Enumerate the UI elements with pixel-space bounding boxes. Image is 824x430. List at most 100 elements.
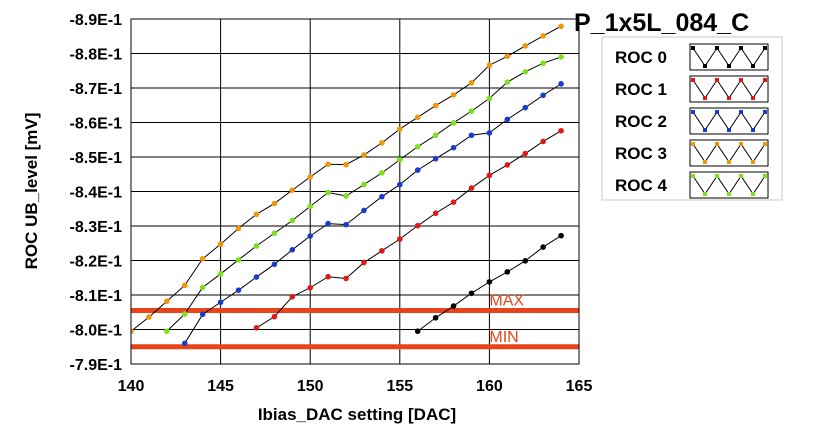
ref-label-max: MAX bbox=[489, 293, 524, 310]
y-tick-label: -8.0E-1 bbox=[70, 323, 123, 340]
data-point-roc-4 bbox=[217, 271, 224, 277]
data-point-roc-4 bbox=[271, 230, 278, 237]
legend-label-roc-2: ROC 2 bbox=[615, 112, 667, 131]
legend-marker-roc-1 bbox=[751, 96, 755, 100]
legend-marker-roc-2 bbox=[751, 128, 755, 132]
data-point-roc-3 bbox=[468, 80, 475, 86]
data-point-roc-3 bbox=[379, 140, 385, 146]
legend-marker-roc-4 bbox=[715, 174, 719, 178]
data-point-roc-2 bbox=[414, 167, 421, 173]
data-point-roc-0 bbox=[432, 314, 439, 321]
y-tick-label: -8.6E-1 bbox=[70, 116, 123, 133]
data-point-roc-4 bbox=[235, 257, 242, 263]
x-tick-label: 155 bbox=[386, 378, 413, 395]
legend-marker-roc-4 bbox=[751, 192, 755, 196]
legend-marker-roc-0 bbox=[715, 46, 719, 50]
data-point-roc-1 bbox=[271, 313, 278, 320]
legend-marker-roc-4 bbox=[727, 192, 731, 196]
data-point-roc-4 bbox=[199, 284, 206, 291]
legend-marker-roc-1 bbox=[691, 78, 695, 82]
legend-label-roc-4: ROC 4 bbox=[615, 176, 668, 195]
legend-label-roc-0: ROC 0 bbox=[615, 48, 667, 67]
data-point-roc-2 bbox=[432, 155, 439, 162]
data-point-roc-2 bbox=[504, 116, 511, 123]
data-point-roc-2 bbox=[558, 81, 564, 87]
data-point-roc-3 bbox=[181, 282, 188, 289]
chart-title: P_1x5L_084_C bbox=[574, 9, 749, 37]
data-point-roc-4 bbox=[397, 156, 403, 163]
data-point-roc-3 bbox=[504, 53, 511, 60]
data-point-roc-2 bbox=[253, 274, 260, 280]
data-point-roc-2 bbox=[325, 220, 331, 227]
data-point-roc-4 bbox=[522, 68, 529, 75]
data-point-roc-3 bbox=[307, 174, 314, 180]
data-point-roc-3 bbox=[361, 152, 367, 158]
data-point-roc-2 bbox=[379, 193, 385, 200]
legend-marker-roc-0 bbox=[703, 64, 707, 68]
data-point-roc-3 bbox=[450, 92, 457, 98]
data-point-roc-1 bbox=[486, 172, 493, 179]
x-tick-label: 160 bbox=[476, 378, 503, 395]
data-point-roc-3 bbox=[432, 102, 439, 109]
data-point-roc-3 bbox=[289, 187, 296, 193]
data-point-roc-2 bbox=[361, 207, 367, 214]
data-point-roc-4 bbox=[181, 311, 188, 317]
data-point-roc-3 bbox=[131, 328, 134, 335]
data-point-roc-4 bbox=[325, 189, 331, 196]
legend-label-roc-1: ROC 1 bbox=[615, 80, 667, 99]
data-point-roc-2 bbox=[522, 104, 529, 111]
legend-marker-roc-3 bbox=[715, 142, 719, 146]
legend-marker-roc-4 bbox=[739, 174, 743, 178]
data-point-roc-1 bbox=[361, 259, 367, 266]
y-tick-label: -8.9E-1 bbox=[70, 12, 123, 29]
data-point-roc-3 bbox=[253, 211, 260, 218]
data-point-roc-0 bbox=[558, 232, 564, 239]
y-tick-label: -8.8E-1 bbox=[70, 47, 123, 64]
data-point-roc-2 bbox=[486, 130, 493, 136]
data-point-roc-1 bbox=[397, 236, 403, 242]
legend-marker-roc-1 bbox=[763, 78, 767, 82]
data-point-roc-2 bbox=[271, 261, 278, 268]
data-point-roc-4 bbox=[504, 79, 511, 85]
data-point-roc-0 bbox=[486, 279, 493, 285]
data-point-roc-0 bbox=[522, 258, 529, 264]
legend-marker-roc-3 bbox=[727, 160, 731, 164]
legend-marker-roc-2 bbox=[691, 110, 695, 114]
legend-marker-roc-0 bbox=[763, 46, 767, 50]
data-point-roc-3 bbox=[522, 43, 529, 49]
data-point-roc-3 bbox=[271, 200, 278, 207]
data-point-roc-2 bbox=[343, 221, 349, 228]
legend-marker-roc-2 bbox=[715, 110, 719, 114]
legend-marker-roc-3 bbox=[751, 160, 755, 164]
legend-marker-roc-1 bbox=[703, 96, 707, 100]
data-point-roc-3 bbox=[414, 114, 421, 121]
series-line-roc-2 bbox=[184, 83, 562, 344]
legend-marker-roc-3 bbox=[739, 142, 743, 146]
data-point-roc-0 bbox=[504, 269, 511, 275]
data-point-roc-3 bbox=[540, 33, 546, 39]
legend-label-roc-3: ROC 3 bbox=[615, 144, 667, 163]
data-point-roc-1 bbox=[379, 248, 385, 254]
data-point-roc-2 bbox=[540, 92, 546, 99]
data-point-roc-4 bbox=[361, 181, 367, 188]
legend-marker-roc-4 bbox=[691, 174, 695, 178]
data-point-roc-1 bbox=[540, 138, 546, 145]
data-point-roc-4 bbox=[450, 120, 457, 126]
y-tick-label: -8.3E-1 bbox=[70, 219, 123, 236]
data-point-roc-1 bbox=[522, 150, 529, 157]
x-tick-label: 145 bbox=[207, 378, 234, 395]
legend-marker-roc-0 bbox=[691, 46, 695, 50]
data-point-roc-1 bbox=[307, 284, 314, 291]
legend-marker-roc-1 bbox=[715, 78, 719, 82]
legend-marker-roc-0 bbox=[751, 64, 755, 68]
data-point-roc-1 bbox=[253, 324, 260, 331]
x-axis-title: Ibias_DAC setting [DAC] bbox=[258, 405, 456, 424]
data-point-roc-4 bbox=[432, 132, 439, 139]
legend-marker-roc-2 bbox=[763, 110, 767, 114]
data-point-roc-3 bbox=[343, 161, 349, 168]
y-tick-label: -8.5E-1 bbox=[70, 150, 123, 167]
legend-marker-roc-0 bbox=[727, 64, 731, 68]
data-point-roc-2 bbox=[450, 144, 457, 151]
data-point-roc-3 bbox=[558, 23, 564, 30]
